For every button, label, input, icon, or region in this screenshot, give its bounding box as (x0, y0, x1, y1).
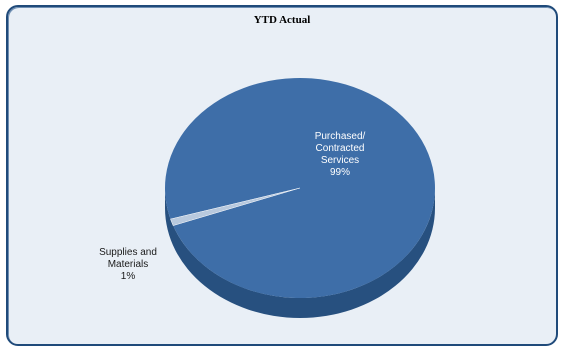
chart-title: YTD Actual (253, 14, 311, 26)
pie-side (165, 188, 435, 318)
pie-slice (170, 187, 301, 226)
data-label-purchased: Purchased/Contracted Services 99% (315, 131, 366, 178)
data-label-supplies: Supplies and Materials 1% (99, 247, 157, 282)
